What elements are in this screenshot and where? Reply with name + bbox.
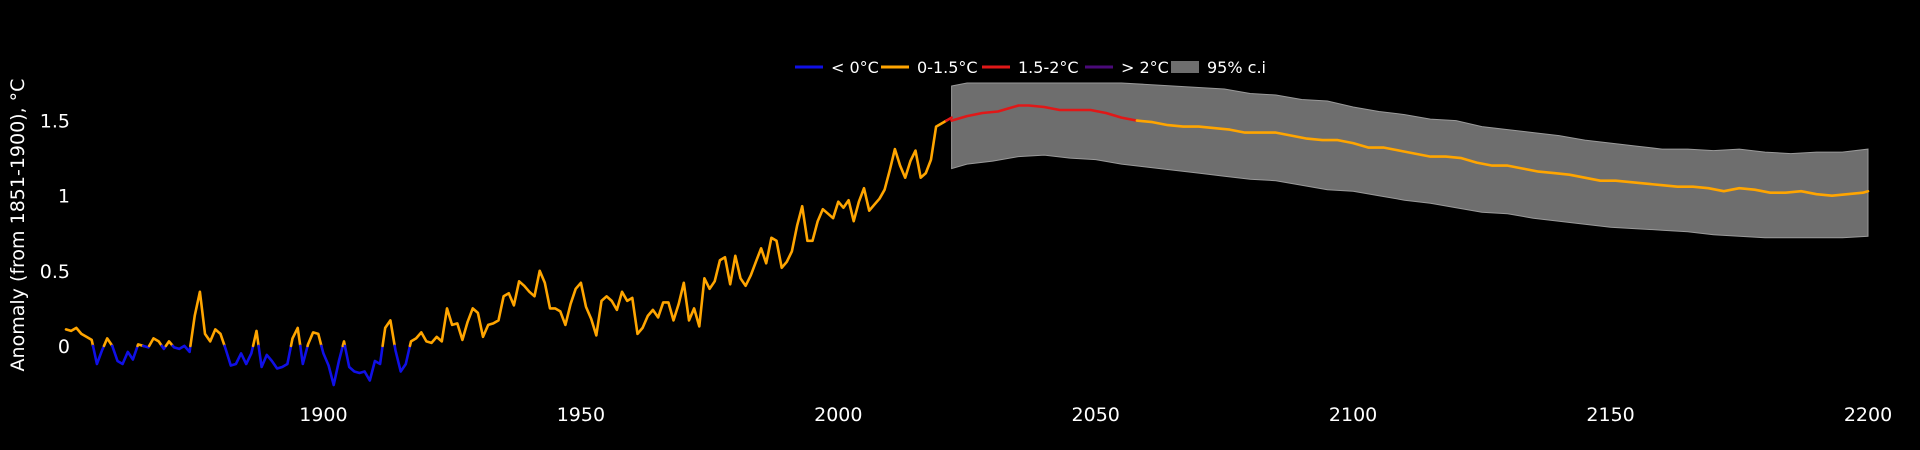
observed-line-segment-zero-to-1-5 [64,326,95,348]
legend-item-zero-to-1-5: 0-1.5°C [881,58,978,77]
observed-line-segment-zero-to-1-5 [189,290,226,348]
projection-line-segment-zero-to-1-5 [1135,119,1870,197]
legend-label: < 0°C [831,58,879,77]
observed-line-segment-below-zero [91,344,106,366]
x-tick-label: 2200 [1844,404,1892,426]
legend-item-one-5-to-2: 1.5-2°C [982,58,1079,77]
y-tick-label: 0.5 [40,261,70,283]
observed-line-segment-zero-to-1-5 [102,337,114,348]
observed-line-segment-zero-to-1-5 [381,319,397,348]
observed-line-segment-below-zero [257,344,293,370]
x-tick-label: 2050 [1072,404,1120,426]
legend-label: 0-1.5°C [917,58,978,77]
y-tick-label: 1.5 [40,111,70,133]
observed-line-segment-zero-to-1-5 [147,337,164,348]
y-tick-label: 0 [58,336,70,358]
legend-label: 95% c.i [1207,58,1266,77]
observed-line-segment-zero-to-1-5 [306,331,323,348]
observed-line-segment-zero-to-1-5 [164,340,175,348]
ci-band [951,82,1869,239]
observed-line-segment-below-zero [393,344,412,373]
x-tick-label: 2100 [1329,404,1377,426]
observed-line-segment-zero-to-1-5 [341,340,347,348]
observed-line-segment-below-zero [320,344,345,387]
observed-line-segment-below-zero [298,344,309,366]
x-axis-ticks: 1900 1950 2000 2050 2100 2150 2200 [299,404,1892,426]
observed-line-segment-one-5-to-2 [945,116,953,122]
x-tick-label: 1950 [557,404,605,426]
observed-line-segment-below-zero [343,344,384,382]
legend-label: > 2°C [1121,58,1169,77]
y-axis-label: Anomaly (from 1851-1900), °C [7,79,29,372]
x-tick-label: 1900 [299,404,347,426]
observed-line-segment-zero-to-1-5 [251,329,260,348]
legend-item-ci: 95% c.i [1171,58,1266,77]
observed-line-segment-below-zero [111,344,139,366]
legend-item-below-zero: < 0°C [795,58,879,77]
observed-line-segment-below-zero [223,344,255,367]
observed-line-segment-zero-to-1-5 [408,119,948,348]
legend: < 0°C 0-1.5°C 1.5-2°C > 2°C 95% c.i [795,58,1266,77]
x-tick-label: 2000 [814,404,862,426]
y-tick-label: 1 [58,186,70,208]
legend-label: 1.5-2°C [1018,58,1079,77]
x-tick-label: 2150 [1586,404,1634,426]
legend-item-above-2: > 2°C [1085,58,1169,77]
series-lines-layer [64,104,1870,387]
observed-line-segment-zero-to-1-5 [136,343,145,348]
observed-line-segment-zero-to-1-5 [289,326,302,348]
projection-line-segment-one-5-to-2 [950,104,1139,122]
observed-line-segment-below-zero [171,344,192,354]
legend-swatch [1171,61,1199,73]
confidence-interval-layer [951,82,1869,239]
y-axis-ticks: 0 0.5 1 1.5 [40,111,70,358]
